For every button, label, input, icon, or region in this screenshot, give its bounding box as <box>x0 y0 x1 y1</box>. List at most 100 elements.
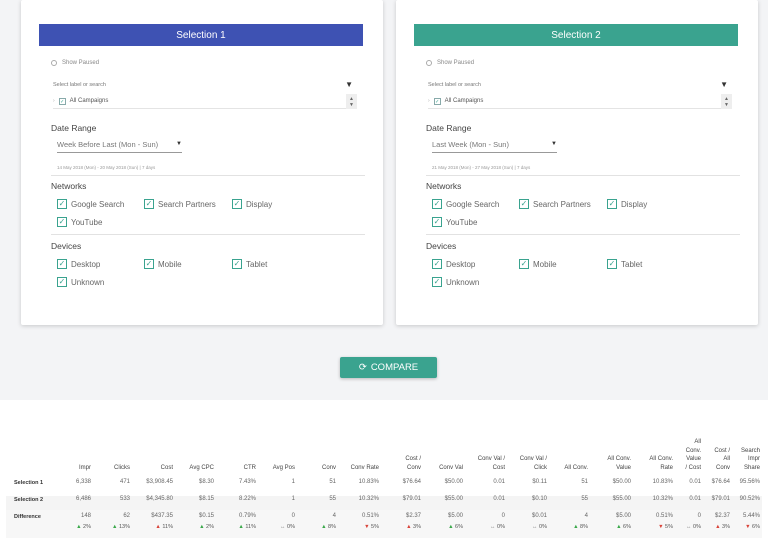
spinner-down-icon[interactable]: ▼ <box>349 101 354 108</box>
checkbox-checked-icon[interactable]: ✓ <box>607 259 617 269</box>
column-header[interactable]: Conv Val / Click <box>519 456 547 471</box>
checkbox-checked-icon[interactable]: ✓ <box>519 199 529 209</box>
network-google-search[interactable]: ✓ Google Search <box>432 199 500 209</box>
caret-down-icon[interactable]: ▼ <box>345 80 353 89</box>
checkbox-checked-icon[interactable]: ✓ <box>57 277 67 287</box>
spinner-up-icon[interactable]: ▲ <box>724 95 729 102</box>
device-desktop[interactable]: ✓ Desktop <box>432 259 476 269</box>
network-search-partners[interactable]: ✓ Search Partners <box>144 199 216 209</box>
table-cell: $8.30 <box>198 479 214 485</box>
checkbox-checked-icon[interactable]: ✓ <box>607 199 617 209</box>
arrow-up-icon: ▲ <box>76 524 84 530</box>
column-header[interactable]: All Conv. Value <box>607 456 631 471</box>
divider <box>51 175 365 176</box>
network-youtube[interactable]: ✓ YouTube <box>432 217 478 227</box>
column-header[interactable]: Cost / All Conv <box>714 447 730 471</box>
checkbox-checked-icon[interactable]: ✓ <box>57 217 67 227</box>
devices-title: Devices <box>426 241 457 251</box>
date-range-select[interactable]: Week Before Last (Mon - Sun) ▼ <box>57 140 182 153</box>
checkbox-checked-icon[interactable]: ✓ <box>432 217 442 227</box>
checkbox-checked-icon[interactable]: ✓ <box>144 199 154 209</box>
percent-change-value: 6% <box>455 524 463 530</box>
checkbox-checked-icon[interactable]: ✓ <box>432 277 442 287</box>
arrow-up-icon: ▲ <box>616 524 624 530</box>
percent-change: ▲ 6% <box>425 524 463 530</box>
network-display[interactable]: ✓ Display <box>607 199 648 209</box>
column-header[interactable]: Conv <box>321 464 336 471</box>
device-mobile[interactable]: ✓ Mobile <box>144 259 182 269</box>
checkbox-checked-icon[interactable]: ✓ <box>432 199 442 209</box>
device-tablet[interactable]: ✓ Tablet <box>232 259 268 269</box>
column-header[interactable]: Clicks <box>114 464 130 471</box>
device-unknown[interactable]: ✓ Unknown <box>432 277 480 287</box>
percent-change-value: 0% <box>287 524 295 530</box>
device-desktop[interactable]: ✓ Desktop <box>57 259 101 269</box>
caret-down-icon[interactable]: ▼ <box>176 141 182 147</box>
percent-change-value: 5% <box>665 524 673 530</box>
show-paused-radio[interactable] <box>426 60 432 66</box>
checkbox-checked-icon[interactable]: ✓ <box>144 259 154 269</box>
column-header[interactable]: Avg Pos <box>272 464 295 471</box>
show-paused-toggle[interactable]: Show Paused <box>426 60 474 66</box>
campaign-search-input[interactable]: Select label or search <box>53 82 106 88</box>
network-youtube[interactable]: ✓ YouTube <box>57 217 103 227</box>
caret-down-icon[interactable]: ▼ <box>551 141 557 147</box>
chevron-right-icon[interactable]: › <box>428 98 430 104</box>
checkbox-checked-icon[interactable]: ✓ <box>57 259 67 269</box>
column-header[interactable]: Search Impr Share <box>740 447 760 471</box>
checkbox-checked-icon[interactable]: ✓ <box>232 199 242 209</box>
spinner-up-icon[interactable]: ▲ <box>349 95 354 102</box>
percent-change: ↔ 0% <box>261 524 295 530</box>
divider <box>51 234 365 235</box>
device-tablet[interactable]: ✓ Tablet <box>607 259 643 269</box>
percent-change-value: 8% <box>580 524 588 530</box>
campaign-checkbox[interactable]: ✓ <box>433 97 441 105</box>
column-header[interactable]: Impr <box>79 464 91 471</box>
column-header[interactable]: Conv Val / Cost <box>477 456 505 471</box>
percent-change-value: 2% <box>206 524 214 530</box>
caret-down-icon[interactable]: ▼ <box>720 80 728 89</box>
network-google-search[interactable]: ✓ Google Search <box>57 199 125 209</box>
checkbox-checked-icon[interactable]: ✓ <box>57 199 67 209</box>
campaign-checkbox[interactable]: ✓ <box>58 97 66 105</box>
table-cell: $437.35 <box>151 513 173 519</box>
column-header[interactable]: All Conv. Value / Cost <box>685 439 701 471</box>
table-cell: $76.64 <box>711 479 730 485</box>
table-cell: 0.01 <box>493 479 505 485</box>
campaign-spinner[interactable]: ▲ ▼ <box>721 94 732 109</box>
device-mobile[interactable]: ✓ Mobile <box>519 259 557 269</box>
network-display[interactable]: ✓ Display <box>232 199 273 209</box>
table-cell: $5.00 <box>615 513 631 519</box>
device-unknown[interactable]: ✓ Unknown <box>57 277 105 287</box>
checkbox-checked-icon[interactable]: ✓ <box>432 259 442 269</box>
table-cell: 0.01 <box>689 479 701 485</box>
column-header[interactable]: All Conv. Rate <box>649 456 673 471</box>
date-range-select[interactable]: Last Week (Mon - Sun) ▼ <box>432 140 557 153</box>
campaign-tree-item[interactable]: › ✓ All Campaigns <box>428 94 731 109</box>
percent-change: ▲ 13% <box>96 524 130 530</box>
horizontal-arrows-icon: ↔ <box>686 524 694 530</box>
checkbox-checked-icon[interactable]: ✓ <box>519 259 529 269</box>
selection-2-panel: Selection 2 Show Paused Select label or … <box>396 0 758 325</box>
table-cell: $3,908.45 <box>146 479 173 485</box>
table-cell: 51 <box>581 479 588 485</box>
column-header[interactable]: Cost <box>160 464 173 471</box>
checkbox-checked-icon[interactable]: ✓ <box>232 259 242 269</box>
devices-title: Devices <box>51 241 82 251</box>
network-search-partners[interactable]: ✓ Search Partners <box>519 199 591 209</box>
table-cell: 62 <box>123 513 130 519</box>
column-header[interactable]: CTR <box>243 464 256 471</box>
column-header[interactable]: Avg CPC <box>189 464 214 471</box>
campaign-search-input[interactable]: Select label or search <box>428 82 481 88</box>
show-paused-toggle[interactable]: Show Paused <box>51 60 99 66</box>
campaign-tree-item[interactable]: › ✓ All Campaigns <box>53 94 356 109</box>
spinner-down-icon[interactable]: ▼ <box>724 101 729 108</box>
campaign-spinner[interactable]: ▲ ▼ <box>346 94 357 109</box>
show-paused-radio[interactable] <box>51 60 57 66</box>
column-header[interactable]: Conv Rate <box>350 464 379 471</box>
column-header[interactable]: Conv Val <box>439 464 463 471</box>
column-header[interactable]: Cost / Conv <box>405 456 421 471</box>
compare-button[interactable]: ⟳ COMPARE <box>340 357 437 378</box>
column-header[interactable]: All Conv. <box>564 464 588 471</box>
chevron-right-icon[interactable]: › <box>53 98 55 104</box>
